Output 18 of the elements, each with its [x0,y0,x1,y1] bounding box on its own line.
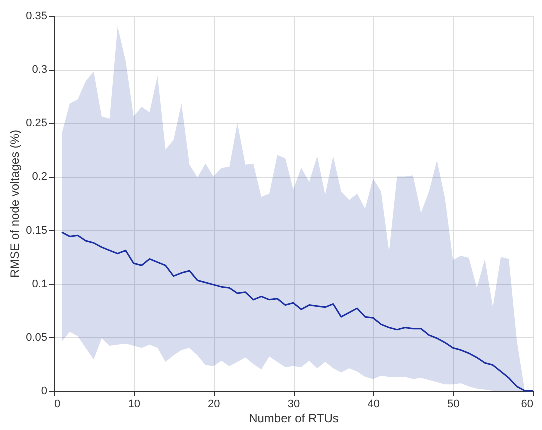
x-tick-label: 0 [54,398,61,410]
x-axis-title: Number of RTUs [249,412,339,426]
x-tick-label: 20 [208,398,220,410]
x-tick-label: 30 [288,398,300,410]
line-series [61,232,534,392]
y-tick-label: 0.15 [26,224,48,237]
x-tick-label: 60 [521,398,534,410]
y-tick-label: 0.1 [32,278,48,290]
y-tick-label: 0.35 [26,10,48,22]
y-tick-label: 0 [41,386,48,398]
y-axis-title: RMSE of node voltages (%) [8,130,22,278]
y-tick-label: 0.3 [32,64,48,76]
y-tick-label: 0.2 [32,171,48,184]
x-tick-label: 10 [128,398,140,410]
y-tick-label: 0.25 [26,118,48,130]
x-tick-label: 50 [448,398,460,410]
x-tick-label: 40 [368,398,380,410]
y-tick-label: 0.05 [26,332,48,344]
